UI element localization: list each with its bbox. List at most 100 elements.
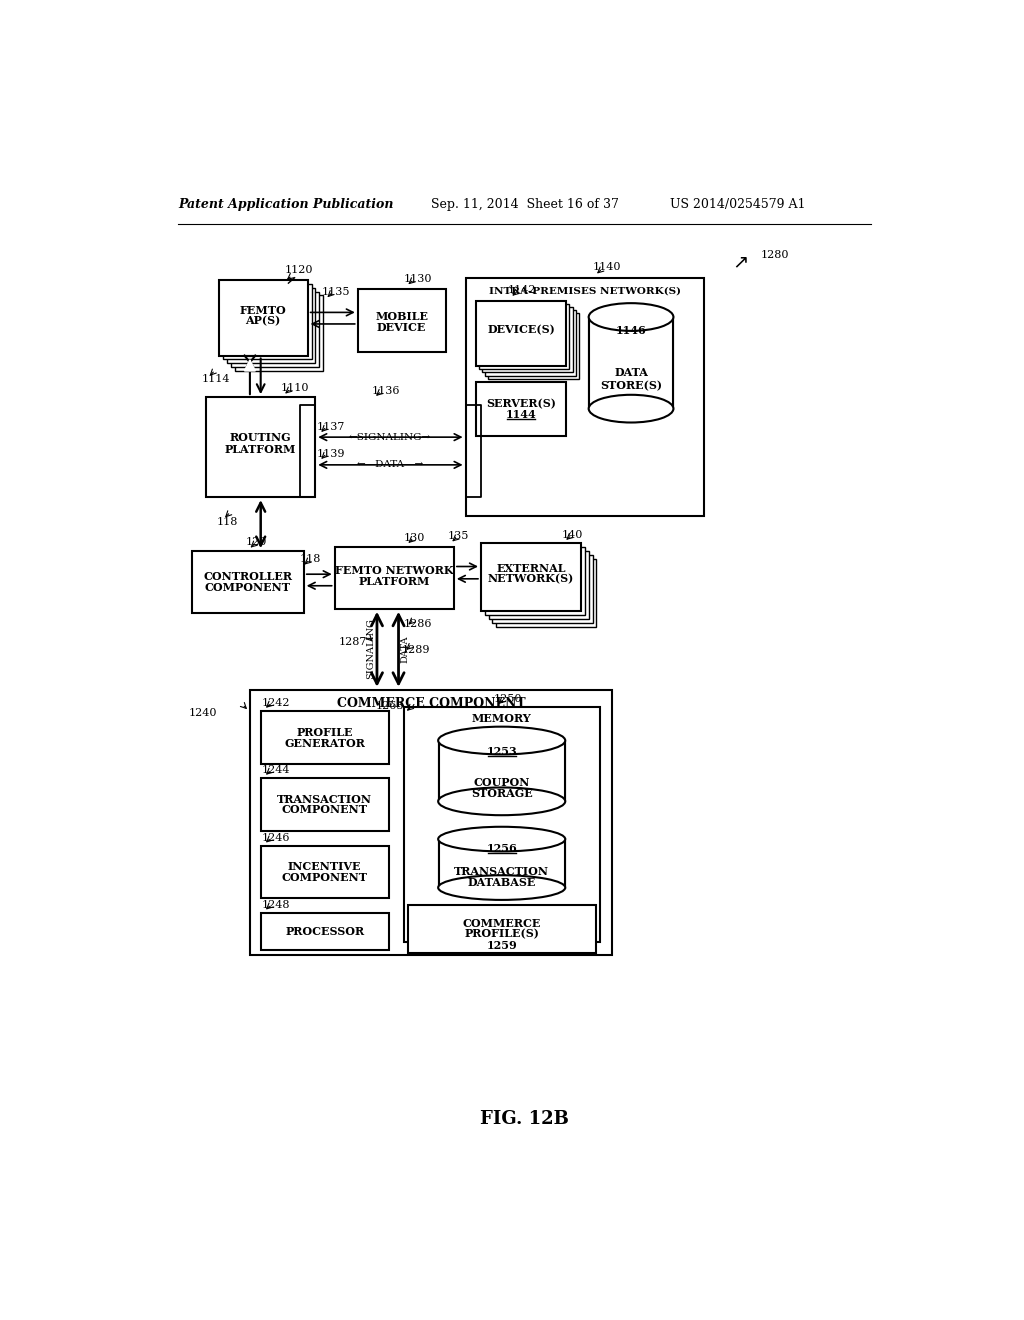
Text: 1136: 1136 xyxy=(372,385,400,396)
Bar xyxy=(234,296,323,371)
Text: 1140: 1140 xyxy=(593,263,622,272)
Text: COMPONENT: COMPONENT xyxy=(205,582,291,593)
Bar xyxy=(497,558,596,627)
Bar xyxy=(261,846,388,899)
Text: 1137: 1137 xyxy=(316,422,345,432)
Bar xyxy=(493,554,593,623)
Text: 1246: 1246 xyxy=(261,833,290,843)
Text: MOBILE: MOBILE xyxy=(375,310,428,322)
Text: 1130: 1130 xyxy=(403,275,432,284)
Bar xyxy=(478,304,569,370)
Bar xyxy=(261,913,388,950)
Text: GENERATOR: GENERATOR xyxy=(285,738,365,750)
Bar xyxy=(466,277,705,516)
Bar xyxy=(408,906,596,953)
Bar xyxy=(488,552,589,619)
Bar xyxy=(230,292,319,367)
Text: CONTROLLER: CONTROLLER xyxy=(203,572,292,582)
Text: 1114: 1114 xyxy=(202,375,230,384)
Text: Patent Application Publication: Patent Application Publication xyxy=(178,198,394,211)
Text: DEVICE: DEVICE xyxy=(377,322,426,333)
Text: US 2014/0254579 A1: US 2014/0254579 A1 xyxy=(670,198,805,211)
Text: 1263: 1263 xyxy=(376,701,403,711)
Bar xyxy=(484,310,575,376)
Text: 140: 140 xyxy=(562,529,583,540)
Text: 1110: 1110 xyxy=(281,383,309,393)
Text: SERVER(S): SERVER(S) xyxy=(486,397,556,409)
Text: 1144: 1144 xyxy=(506,409,537,420)
Bar xyxy=(403,708,600,942)
Bar xyxy=(438,741,565,801)
Ellipse shape xyxy=(438,788,565,816)
Text: 1287: 1287 xyxy=(339,638,367,647)
Text: PLATFORM: PLATFORM xyxy=(358,576,430,586)
Text: Sep. 11, 2014  Sheet 16 of 37: Sep. 11, 2014 Sheet 16 of 37 xyxy=(431,198,618,211)
Text: 1289: 1289 xyxy=(401,644,430,655)
Text: PROFILE(S): PROFILE(S) xyxy=(464,928,540,940)
Text: COMPONENT: COMPONENT xyxy=(282,804,368,816)
Text: COMMERCE: COMMERCE xyxy=(463,917,541,928)
Text: 1142: 1142 xyxy=(508,285,537,296)
Text: DEVICE(S): DEVICE(S) xyxy=(487,323,555,335)
Text: 1253: 1253 xyxy=(486,746,517,756)
Text: INTRA-PREMISES NETWORK(S): INTRA-PREMISES NETWORK(S) xyxy=(488,286,681,296)
Ellipse shape xyxy=(438,826,565,851)
Text: 1248: 1248 xyxy=(261,900,290,909)
Text: 1135: 1135 xyxy=(322,286,350,297)
Text: TRANSACTION: TRANSACTION xyxy=(278,793,372,805)
Text: ←—DATA—→: ←—DATA—→ xyxy=(356,461,424,470)
Text: 1250: 1250 xyxy=(494,693,522,704)
Bar xyxy=(438,840,565,887)
Text: STORAGE: STORAGE xyxy=(471,788,532,799)
Bar xyxy=(219,280,307,355)
Bar xyxy=(484,548,585,615)
Text: 1286: 1286 xyxy=(403,619,432,630)
Bar xyxy=(250,689,611,956)
Bar xyxy=(357,289,446,352)
Text: INCENTIVE: INCENTIVE xyxy=(288,862,361,873)
Text: PLATFORM: PLATFORM xyxy=(225,444,296,455)
Ellipse shape xyxy=(438,726,565,755)
Text: 1280: 1280 xyxy=(761,249,788,260)
Text: 1244: 1244 xyxy=(261,766,290,775)
Text: 1240: 1240 xyxy=(188,708,217,718)
Text: 118: 118 xyxy=(217,517,239,527)
Text: 1146: 1146 xyxy=(615,325,646,335)
Bar xyxy=(335,548,454,609)
Text: FIG. 12B: FIG. 12B xyxy=(480,1110,569,1129)
Text: TRANSACTION: TRANSACTION xyxy=(455,866,549,876)
Bar xyxy=(226,288,315,363)
Text: STORE(S): STORE(S) xyxy=(600,380,663,391)
Ellipse shape xyxy=(589,395,674,422)
Bar xyxy=(481,308,572,372)
Bar xyxy=(487,313,579,379)
Text: ROUTING: ROUTING xyxy=(229,433,292,444)
Text: NETWORK(S): NETWORK(S) xyxy=(487,573,574,585)
Text: COMMERCE COMPONENT: COMMERCE COMPONENT xyxy=(337,697,525,710)
Text: 135: 135 xyxy=(447,531,469,541)
Bar xyxy=(475,381,566,436)
Bar xyxy=(193,552,304,612)
Ellipse shape xyxy=(438,875,565,900)
Text: 130: 130 xyxy=(403,533,425,543)
Text: COUPON: COUPON xyxy=(473,776,529,788)
Text: 1120: 1120 xyxy=(285,265,313,276)
Text: AP(S): AP(S) xyxy=(246,315,281,326)
Text: SIGNALING: SIGNALING xyxy=(367,619,376,680)
Text: 1256: 1256 xyxy=(486,843,517,854)
Text: ←SIGNALING→: ←SIGNALING→ xyxy=(349,433,431,442)
Text: DATA: DATA xyxy=(614,367,648,378)
Text: MEMORY: MEMORY xyxy=(472,713,531,725)
Bar xyxy=(475,301,566,367)
Text: 1259: 1259 xyxy=(486,940,517,950)
Text: FEMTO: FEMTO xyxy=(240,305,287,315)
Ellipse shape xyxy=(589,304,674,331)
Text: DATA: DATA xyxy=(400,635,410,663)
Bar xyxy=(481,544,581,611)
Text: COMPONENT: COMPONENT xyxy=(282,873,368,883)
Text: PROFILE: PROFILE xyxy=(296,727,353,738)
Bar xyxy=(589,317,674,409)
Text: FEMTO NETWORK: FEMTO NETWORK xyxy=(335,565,454,576)
Bar xyxy=(261,779,388,830)
Bar xyxy=(206,397,315,498)
